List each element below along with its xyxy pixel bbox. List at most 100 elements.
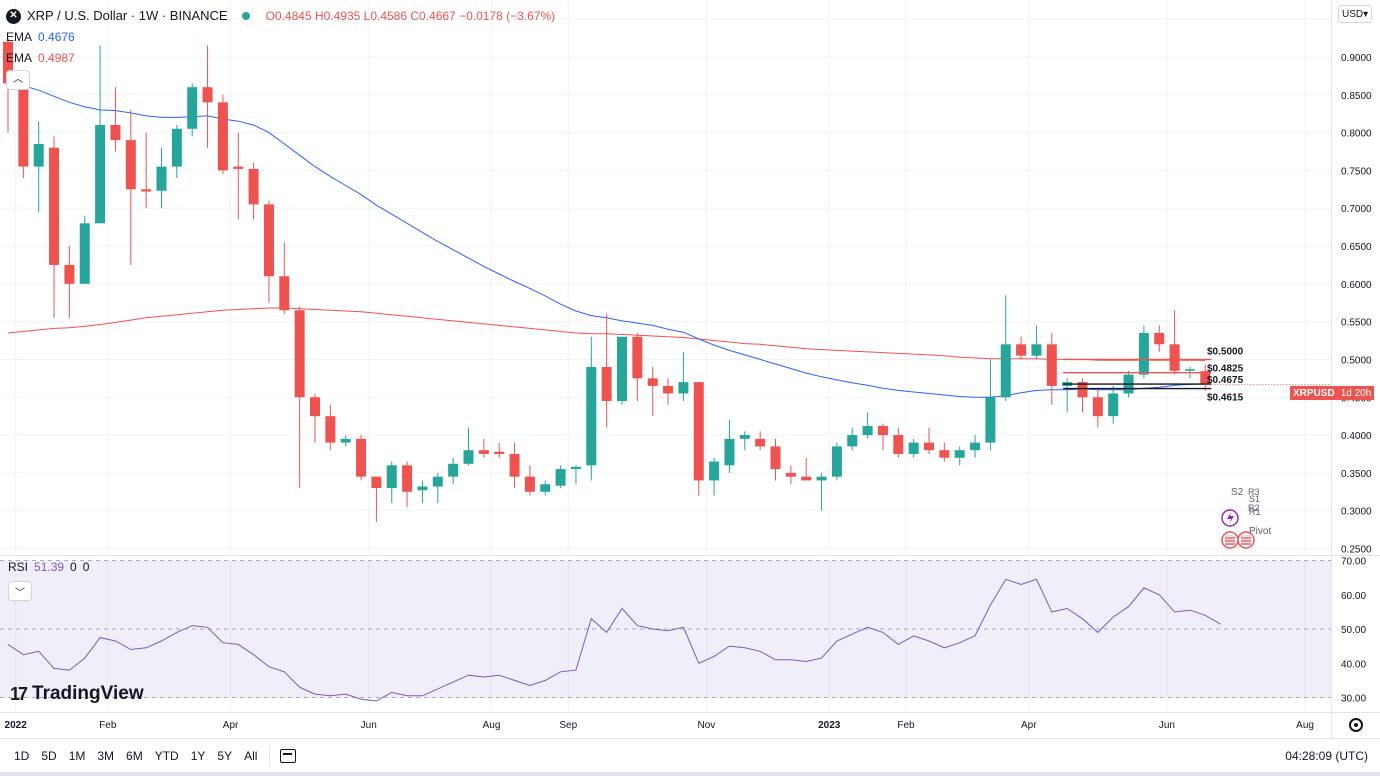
x-tick-label: Feb [897, 720, 915, 731]
utc-clock[interactable]: 04:28:09 (UTC) [1285, 749, 1368, 763]
chart-legend: ✕ XRP / U.S. Dollar · 1W · BINANCE O0.48… [6, 6, 555, 90]
currency-label: USD [1342, 8, 1364, 20]
price-level-label: $0.5000 [1207, 346, 1244, 357]
last-price-symbol: XRPUSD [1293, 387, 1335, 399]
rsi-label[interactable]: RSI [8, 560, 29, 574]
ohlc-values: O0.4845 H0.4935 L0.4586 C0.4667 −0.0178 … [265, 9, 556, 23]
timeframe-all[interactable]: All [244, 749, 258, 763]
candle [1092, 389, 1103, 428]
candle-body [95, 125, 106, 224]
y-tick-label: 0.5000 [1341, 355, 1372, 366]
rsi-line [7, 578, 1221, 702]
candle [64, 246, 75, 318]
candle-body [233, 166, 244, 169]
candle [954, 446, 965, 466]
ema-short-label: EMA [6, 30, 33, 44]
candle-body [432, 476, 443, 487]
candle [233, 132, 244, 220]
candle-body [985, 397, 996, 443]
candle-body [816, 476, 827, 481]
timeframe-6m[interactable]: 6M [126, 749, 143, 763]
candle [678, 351, 689, 402]
candle [1154, 325, 1165, 352]
candle [862, 412, 873, 439]
y-tick-label: 0.7500 [1341, 166, 1372, 177]
candle-body [141, 189, 152, 192]
candle-body [3, 41, 13, 84]
pivot-label: R1 [1249, 507, 1261, 517]
candle-body [724, 438, 735, 466]
candle [1169, 310, 1180, 375]
last-price-tag: XRPUSD 1d 20h [1290, 386, 1375, 400]
candle-body [924, 442, 934, 451]
y-tick-label: 0.8000 [1341, 129, 1372, 140]
candle [586, 336, 597, 481]
pivot-label: S2 [1231, 487, 1244, 498]
timeframe-3m[interactable]: 3M [97, 749, 115, 763]
candle [647, 367, 658, 417]
brand-name: TradingView [32, 683, 144, 704]
y-tick-label: 0.2500 [1341, 545, 1372, 556]
price-level-label: $0.4675 [1207, 375, 1244, 386]
candle [217, 94, 228, 175]
candle-body [570, 466, 581, 470]
candle [801, 457, 812, 481]
tradingview-logo[interactable]: 17 TradingView [10, 683, 144, 705]
bottom-strip [0, 772, 1380, 776]
market-status-icon [241, 12, 250, 20]
timeframe-5y[interactable]: 5Y [217, 749, 233, 763]
candle-body [785, 472, 796, 477]
price-level-label: $0.4825 [1207, 364, 1244, 375]
rsi-collapse-button[interactable]: ﹀ [8, 581, 32, 601]
candle [632, 332, 643, 402]
candle [125, 109, 136, 265]
candle-body [202, 87, 213, 103]
candle-body [417, 486, 428, 491]
candle [478, 438, 489, 458]
tradingview-mark-icon: 17 [10, 683, 28, 704]
candle-body [64, 264, 75, 284]
candle-body [663, 385, 674, 394]
y-tick-label: 0.7000 [1341, 204, 1372, 215]
candle [709, 457, 720, 496]
candle-body [171, 128, 182, 167]
candle [448, 457, 459, 485]
candle-body [1000, 344, 1011, 398]
candle [877, 423, 888, 451]
currency-selector[interactable]: USD ▾ [1338, 5, 1372, 23]
calendar-icon[interactable] [280, 749, 297, 763]
candle [49, 136, 60, 318]
candle [816, 472, 827, 511]
candle [831, 442, 842, 481]
x-tick-label: 2023 [818, 720, 841, 731]
candle [693, 382, 704, 496]
candle [141, 132, 152, 209]
candle-body [1046, 344, 1057, 386]
gear-icon[interactable] [1349, 718, 1363, 732]
y-tick-label: 0.6500 [1341, 242, 1372, 253]
candle-body [1092, 397, 1103, 417]
candle-body [217, 102, 228, 171]
symbol-title[interactable]: XRP / U.S. Dollar · 1W · BINANCE [27, 8, 228, 23]
pivot-label: Pivot [1249, 526, 1271, 537]
candle [494, 442, 505, 458]
x-tick-label: Sep [559, 720, 577, 731]
legend-collapse-button[interactable]: ︿ [6, 70, 30, 90]
rsi-value: 51.39 [34, 560, 65, 574]
timeframe-1d[interactable]: 1D [14, 749, 30, 763]
timeframe-ytd[interactable]: YTD [154, 749, 179, 763]
candle-body [156, 166, 167, 191]
candle [724, 419, 735, 473]
timeframe-1m[interactable]: 1M [68, 749, 86, 763]
candle [1031, 325, 1042, 360]
candle [939, 442, 950, 462]
candle-body [1200, 371, 1211, 385]
timeframe-1y[interactable]: 1Y [190, 749, 206, 763]
candle-body [49, 147, 60, 265]
timeframe-5d[interactable]: 5D [41, 749, 57, 763]
candle [325, 404, 336, 451]
candle [739, 431, 750, 451]
price-level-label: $0.4615 [1207, 393, 1244, 404]
candle-body [494, 451, 505, 454]
